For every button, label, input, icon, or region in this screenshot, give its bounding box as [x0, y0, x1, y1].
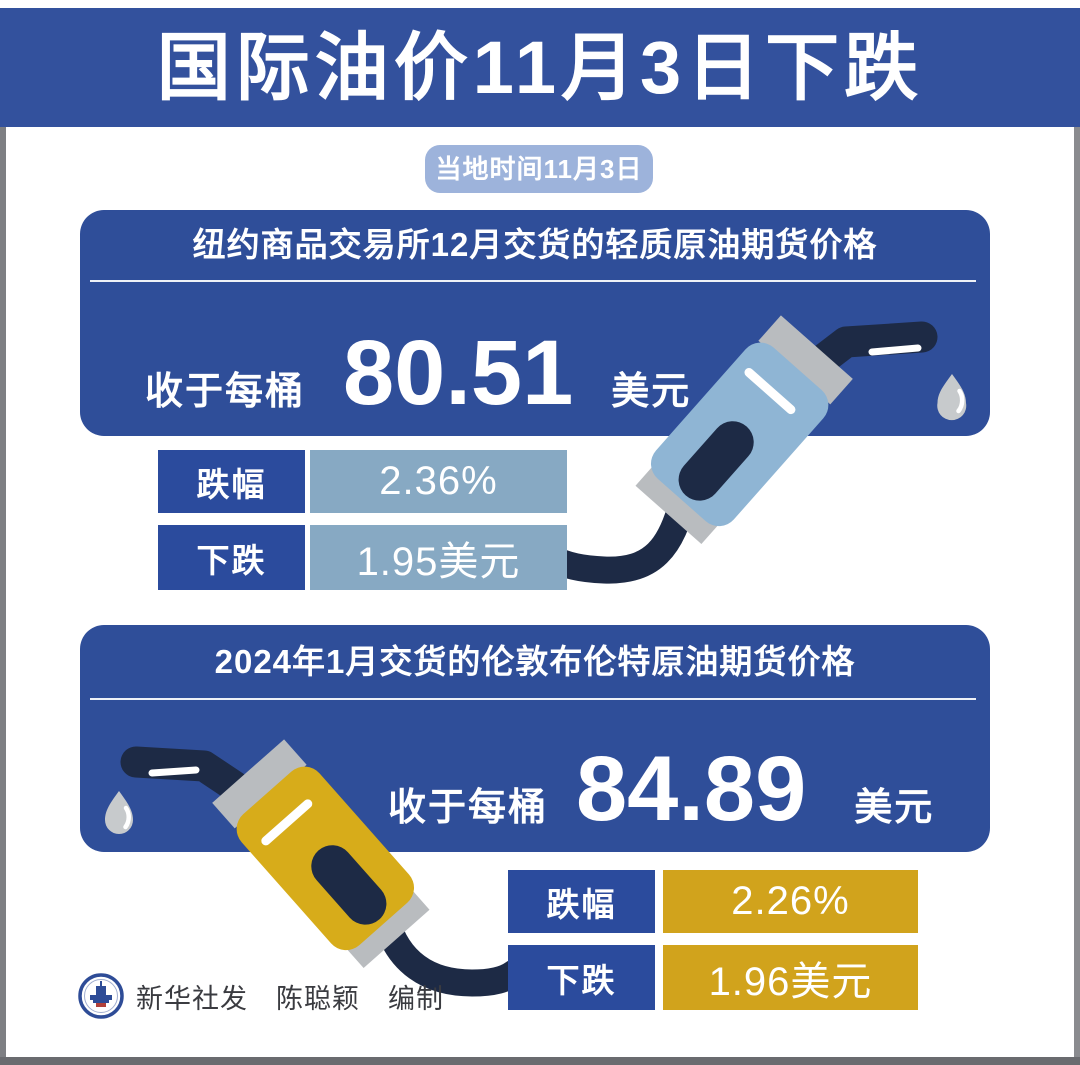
page-title: 国际油价11月3日下跌: [156, 26, 924, 109]
card-brent: 2024年1月交货的伦敦布伦特原油期货价格: [80, 625, 990, 852]
price-unit: 美元: [611, 371, 692, 413]
stat-row-decline-usd: 下跌 1.95美元: [158, 525, 567, 590]
stat-value: 2.36%: [310, 450, 567, 513]
price-prefix: 收于每桶: [388, 787, 549, 829]
stat-row-decline-pct: 跌幅 2.36%: [158, 450, 567, 513]
price-unit: 美元: [854, 787, 935, 829]
stat-value: 1.95美元: [310, 525, 567, 590]
title-banner: 国际油价11月3日下跌: [0, 8, 1080, 127]
page-edge-right: [1074, 127, 1080, 1065]
stat-label: 跌幅: [508, 870, 655, 933]
card-nymex-header: 纽约商品交易所12月交货的轻质原油期货价格: [192, 226, 878, 263]
stat-label: 下跌: [508, 945, 655, 1010]
page-edge-left: [0, 127, 6, 1065]
stat-row-decline-usd: 下跌 1.96美元: [508, 945, 918, 1010]
card-brent-divider: [90, 698, 976, 700]
card-nymex-price-row: 收于每桶 80.51 美元: [145, 322, 691, 425]
stat-value: 2.26%: [663, 870, 918, 933]
price-value: 80.51: [343, 322, 574, 424]
footer: 新华社发 陈聪颖 编制: [78, 973, 444, 1019]
page-edge-bottom: [0, 1057, 1080, 1065]
card-nymex-stats: 跌幅 2.36% 下跌 1.95美元: [158, 450, 567, 590]
stat-label: 下跌: [158, 525, 305, 590]
card-brent-header: 2024年1月交货的伦敦布伦特原油期货价格: [214, 643, 856, 680]
stat-value: 1.96美元: [663, 945, 918, 1010]
card-nymex-divider: [90, 280, 976, 282]
stat-row-decline-pct: 跌幅 2.26%: [508, 870, 918, 933]
price-prefix: 收于每桶: [145, 371, 306, 413]
price-value: 84.89: [576, 738, 807, 840]
card-brent-price-row: 收于每桶 84.89 美元: [388, 738, 934, 841]
stat-label: 跌幅: [158, 450, 305, 513]
card-brent-stats: 跌幅 2.26% 下跌 1.96美元: [508, 870, 918, 1010]
date-badge: 当地时间11月3日: [425, 145, 653, 193]
xinhua-logo-icon: [78, 973, 124, 1019]
credit-text: 新华社发 陈聪颖 编制: [136, 983, 444, 1014]
